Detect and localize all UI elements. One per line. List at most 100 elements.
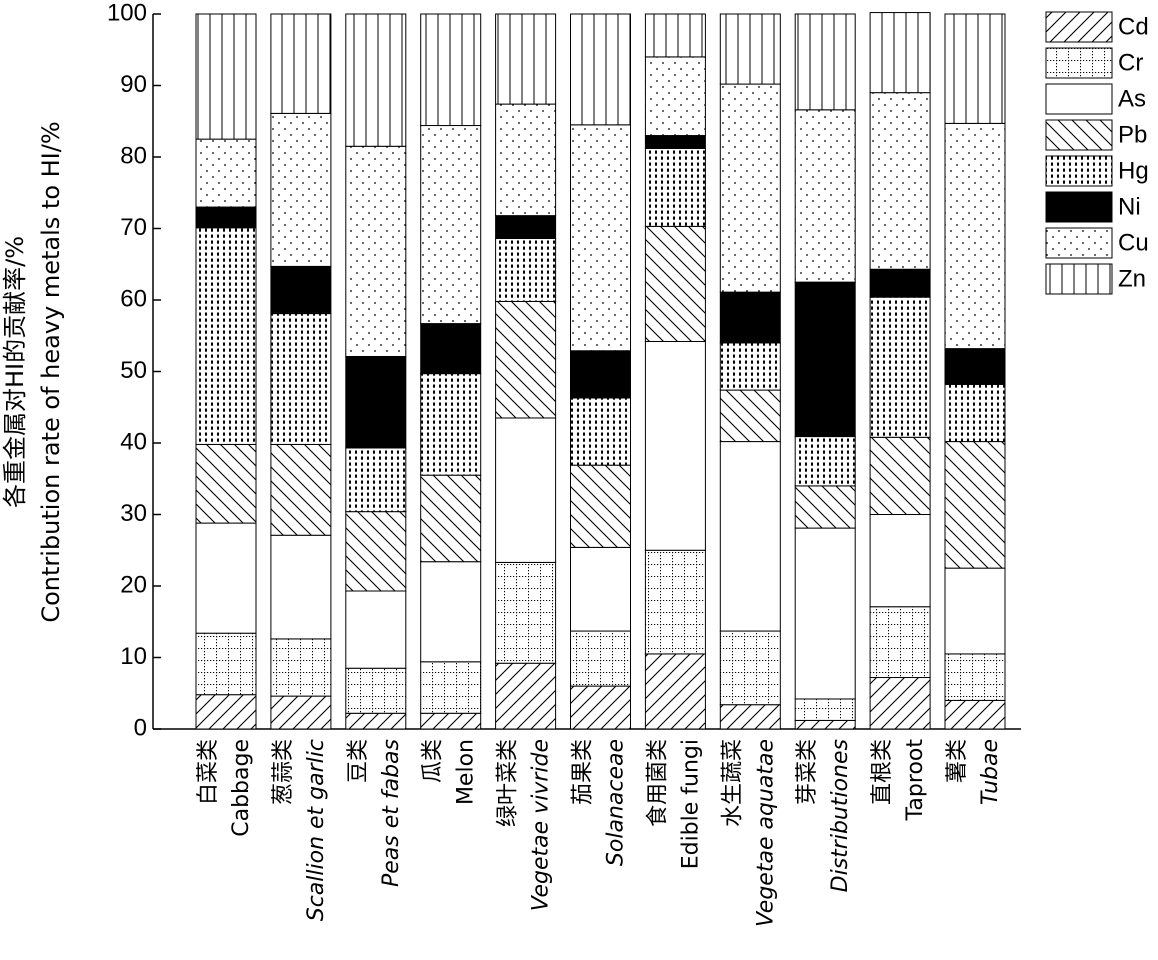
bar-segment-ni xyxy=(570,350,631,399)
bar-segment-ni xyxy=(719,291,781,344)
bar-segment-cu xyxy=(195,138,257,208)
bar-segment-ni xyxy=(345,355,407,449)
bar-segment-hg xyxy=(944,383,1006,443)
bar-segment-cd xyxy=(719,704,781,730)
legend-swatch-ni xyxy=(1045,191,1113,223)
bar-segment-cr xyxy=(794,698,856,721)
bar-segment-ni xyxy=(270,265,332,315)
x-tick-label-en: Peas et fabas xyxy=(379,739,404,887)
legend-label-cd: Cd xyxy=(1118,13,1149,40)
bar-segment-pb xyxy=(570,464,631,548)
x-tick-label-zh: 茄果类 xyxy=(571,739,596,805)
bar-segment-ni xyxy=(644,135,706,149)
bar-segment-cr xyxy=(495,561,557,664)
x-tick-label-zh: 瓜类 xyxy=(421,739,446,783)
legend: Cd Cr As Pb Hg Ni Cu Zn xyxy=(1045,11,1149,295)
x-tick-label-en: Scallion et garlic xyxy=(304,739,329,921)
x-axis-labels: 白菜类 Cabbage 葱蒜类 Scallion et garlic 豆类 Peas et… xyxy=(196,739,1003,927)
bar-segment-cu xyxy=(570,124,631,352)
bar-segment-cd xyxy=(495,662,557,730)
bar-segment-zn xyxy=(644,13,706,58)
bar-segment-cd xyxy=(869,677,931,730)
x-tick-label-zh: 食用菌类 xyxy=(645,739,670,827)
bar-segment-hg xyxy=(794,436,856,487)
bar-segment-pb xyxy=(869,436,931,515)
bar-segment-cr xyxy=(420,661,482,714)
bar-segment-ni xyxy=(495,215,557,240)
legend-label-pb: Pb xyxy=(1118,121,1147,148)
bar-segment-cr xyxy=(270,638,332,697)
x-tick-label-en: Cabbage xyxy=(229,739,254,837)
bar-segment-zn xyxy=(345,13,407,147)
bar-segment-cd xyxy=(570,685,631,730)
bar-segment-ni xyxy=(195,206,257,229)
bar-segment-cd xyxy=(794,719,856,730)
bar-segment-pb xyxy=(195,443,257,524)
x-tick-label-en: Vegetae vivride xyxy=(529,739,554,911)
x-tick-label-zh: 薯类 xyxy=(945,739,970,783)
bar-segment-pb xyxy=(495,300,557,419)
bar-segment-cd xyxy=(644,653,706,730)
legend-label-as: As xyxy=(1118,85,1146,112)
bar-segment-ni xyxy=(420,323,482,375)
bar-segment-ni xyxy=(869,268,931,298)
legend-label-ni: Ni xyxy=(1118,193,1141,220)
bar-segment-cr xyxy=(719,630,781,706)
y-tick-label: 40 xyxy=(120,428,147,455)
x-tick-label-en: Solanaceae xyxy=(604,739,629,866)
bar-segment-cu xyxy=(644,56,706,137)
x-tick-label-zh: 水生蔬菜 xyxy=(720,739,745,827)
bar-segment-hg xyxy=(869,296,931,438)
legend-swatch-cr xyxy=(1045,47,1113,79)
legend-swatch-pb xyxy=(1045,119,1113,151)
bar-segment-cu xyxy=(495,103,557,217)
x-tick-label-en: Distributiones xyxy=(828,739,853,892)
bar-segment-hg xyxy=(345,447,407,513)
bar-segment-hg xyxy=(420,373,482,476)
y-tick-label: 0 xyxy=(134,714,147,741)
y-tick-label: 100 xyxy=(107,0,147,26)
bar-segment-cr xyxy=(869,606,931,679)
legend-label-zn: Zn xyxy=(1118,265,1146,292)
bar-segment-cu xyxy=(944,122,1006,350)
bar-segment-cd xyxy=(270,695,332,730)
legend-swatch-hg xyxy=(1045,155,1113,187)
bar-segment-zn xyxy=(570,13,631,126)
bar-segment-zn xyxy=(420,13,482,127)
x-tick-label-en: Tubae xyxy=(978,739,1003,805)
bar-segment-pb xyxy=(944,441,1006,569)
x-tick-label-en: Vegetae aquatae xyxy=(753,739,778,927)
bar-segment-cd xyxy=(944,699,1006,730)
y-tick-label: 90 xyxy=(120,71,147,98)
bar-segment-as xyxy=(719,441,781,632)
bar-segment-cr xyxy=(644,549,706,655)
bar-segment-pb xyxy=(420,474,482,563)
x-tick-label-en: Edible fungi xyxy=(678,739,703,869)
bar-segment-cu xyxy=(420,125,482,325)
bar-segment-hg xyxy=(270,313,332,445)
bar-segment-hg xyxy=(495,238,557,302)
bar-segment-zn xyxy=(794,13,856,111)
y-axis-title-en: Contribution rate of heavy metals to HI/… xyxy=(37,121,65,622)
legend-swatch-as xyxy=(1045,83,1113,115)
y-tick-label: 20 xyxy=(120,571,147,598)
bar-segment-as xyxy=(420,561,482,663)
bar-segment-as xyxy=(495,417,557,563)
bar-segment-cu xyxy=(270,112,332,267)
bar-segment-ni xyxy=(944,348,1006,385)
x-tick-label-zh: 芽菜类 xyxy=(795,739,820,805)
bar-segment-zn xyxy=(495,13,557,105)
bar-segment-cd xyxy=(420,712,482,730)
bar-segment-pb xyxy=(345,511,407,592)
bar-segment-as xyxy=(195,522,257,634)
bar-segment-cr xyxy=(345,667,407,714)
bar-segment-cu xyxy=(794,109,856,283)
bar-segment-as xyxy=(345,590,407,669)
y-tick-label: 30 xyxy=(120,500,147,527)
bar-segment-as xyxy=(944,567,1006,655)
legend-swatch-cu xyxy=(1045,227,1113,259)
bar-segment-hg xyxy=(570,397,631,466)
bar-segment-as xyxy=(270,534,332,640)
bar-segment-cu xyxy=(345,145,407,357)
x-tick-label-zh: 直根类 xyxy=(870,739,895,805)
